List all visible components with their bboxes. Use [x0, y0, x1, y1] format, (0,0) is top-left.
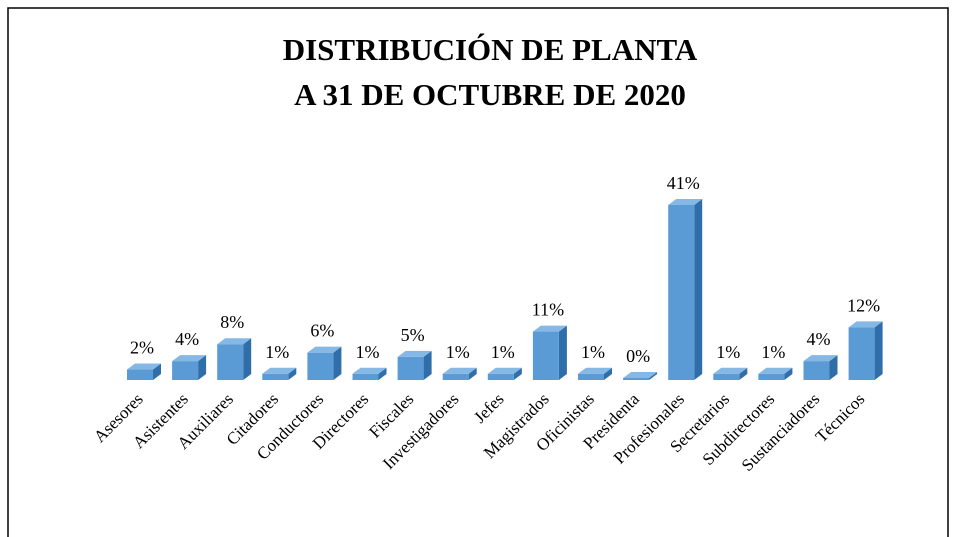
bar-side [694, 199, 703, 380]
bar-top [217, 338, 252, 345]
bar [352, 373, 379, 380]
bar [397, 356, 424, 380]
bar [713, 373, 740, 380]
value-label: 1% [356, 342, 380, 362]
chart-title: A 31 DE OCTUBRE DE 2020 [294, 77, 686, 112]
value-label: 1% [581, 342, 605, 362]
bar-side [468, 367, 477, 380]
value-label: 1% [491, 342, 515, 362]
bar [262, 373, 289, 380]
frame [7, 7, 949, 537]
bar-side [874, 321, 883, 380]
bar [758, 373, 785, 380]
bar-top [442, 367, 477, 374]
bar-top [668, 199, 703, 205]
bar-top [262, 367, 297, 374]
value-label: 4% [175, 329, 199, 349]
bar-side [423, 350, 432, 380]
value-label: 1% [446, 342, 470, 362]
bar-top [758, 367, 793, 374]
bar-top [307, 346, 342, 353]
bar-top [578, 367, 612, 374]
value-label: 8% [220, 312, 244, 332]
bar-top [172, 355, 207, 362]
bar-top [487, 367, 522, 374]
bar-side [829, 355, 838, 380]
bar-side [604, 367, 612, 380]
bar [848, 327, 875, 380]
value-label: 12% [847, 295, 880, 315]
bar [532, 331, 559, 380]
value-label: 6% [310, 321, 334, 341]
bar [487, 373, 514, 380]
bar-side [198, 355, 207, 380]
bar [578, 373, 604, 380]
bar-side [513, 367, 522, 380]
bar [623, 378, 650, 380]
bar-top [127, 363, 161, 370]
value-label: 1% [265, 342, 289, 362]
bar-side [739, 367, 748, 380]
bar-top [623, 372, 658, 378]
value-label: 5% [401, 325, 425, 345]
bar-top [713, 367, 748, 374]
bar-top [532, 325, 567, 332]
value-label: 1% [761, 342, 785, 362]
bar-side [288, 367, 297, 380]
value-label: 41% [667, 173, 700, 193]
bar-top [803, 355, 838, 362]
value-label: 11% [532, 300, 564, 320]
bar-side [558, 325, 567, 380]
bar-top [352, 367, 387, 374]
bar-top [397, 350, 432, 357]
bar-top [848, 321, 883, 328]
bar-side [243, 338, 252, 380]
value-label: 2% [130, 338, 154, 358]
bar [803, 361, 830, 380]
bar [668, 205, 695, 380]
bar [172, 361, 199, 380]
bar-side [153, 363, 161, 380]
bar [307, 352, 334, 380]
value-label: 4% [807, 329, 831, 349]
bar [217, 344, 244, 380]
value-label: 1% [716, 342, 740, 362]
chart-title: DISTRIBUCIÓN DE PLANTA [283, 32, 698, 67]
bar [127, 369, 153, 380]
bar [442, 373, 469, 380]
bar-side [378, 367, 387, 380]
bar-side [784, 367, 793, 380]
value-label: 0% [626, 346, 650, 366]
bar-side [649, 372, 658, 380]
bar-side [333, 346, 342, 380]
